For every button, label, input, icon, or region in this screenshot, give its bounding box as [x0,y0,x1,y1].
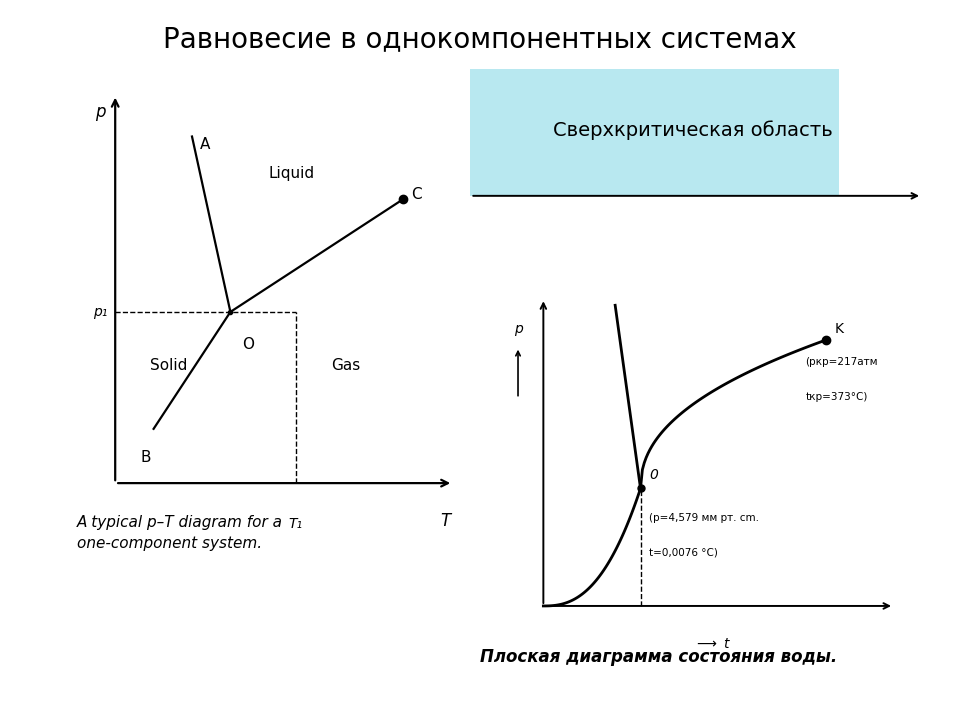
Text: $\longrightarrow$ t: $\longrightarrow$ t [693,637,732,651]
Text: T: T [441,513,450,531]
Text: (p=4,579 мм рт. cm.: (p=4,579 мм рт. cm. [649,513,759,523]
Text: K: K [835,323,844,336]
Text: O: O [242,337,253,352]
Text: one-component system.: one-component system. [77,536,262,552]
Text: Равновесие в однокомпонентных системах: Равновесие в однокомпонентных системах [163,25,797,53]
Text: p: p [514,323,522,336]
Text: Solid: Solid [151,359,187,374]
Text: p₁: p₁ [93,305,107,319]
Text: C: C [411,187,421,202]
Text: p: p [95,103,105,121]
Text: t=0,0076 °C): t=0,0076 °C) [649,547,718,557]
FancyBboxPatch shape [470,68,839,196]
Text: Gas: Gas [331,359,360,374]
Text: B: B [141,450,151,464]
Text: T₁: T₁ [289,516,302,531]
Text: A: A [200,138,210,153]
Text: A typical p–T diagram for a: A typical p–T diagram for a [77,515,283,530]
Text: tкр=373°C): tкр=373°C) [805,392,868,402]
Text: Сверхкритическая область: Сверхкритическая область [553,120,833,140]
Text: (pкр=217атм: (pкр=217атм [805,357,877,367]
Text: Liquid: Liquid [269,166,315,181]
Text: Плоская диаграмма состояния воды.: Плоская диаграмма состояния воды. [480,648,837,666]
Text: 0: 0 [649,467,658,482]
